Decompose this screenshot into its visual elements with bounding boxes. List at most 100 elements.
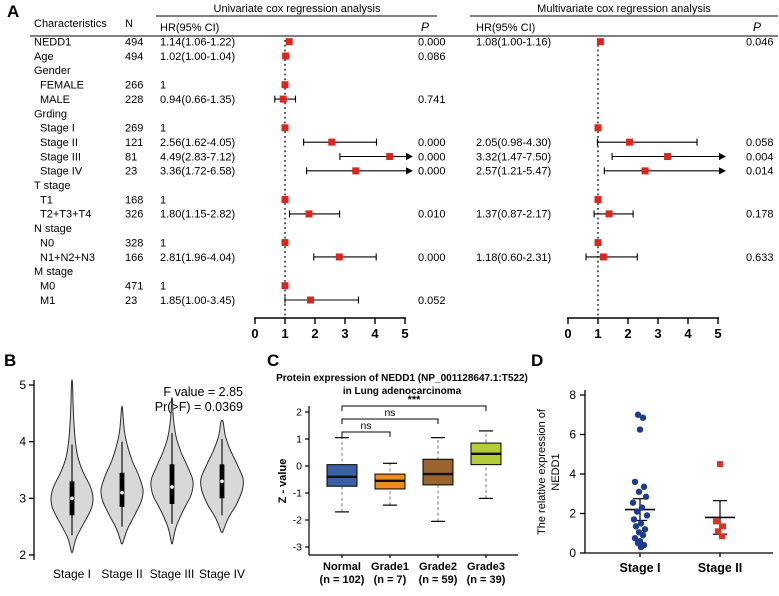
row-n: 81 xyxy=(125,151,137,163)
significance-label: ns xyxy=(360,420,371,432)
hr-marker xyxy=(596,38,604,46)
anova-f-value: F value = 2.85 xyxy=(163,385,243,399)
significance-bracket xyxy=(341,418,439,424)
row-p-value: 0.178 xyxy=(746,209,774,221)
col-header-p-univariate: P xyxy=(421,20,429,34)
violin-median-dot xyxy=(170,485,174,489)
col-header-hr-multivariate: HR(95% CI) xyxy=(476,22,535,34)
data-point xyxy=(635,488,643,495)
row-n: 23 xyxy=(125,166,137,178)
axis-tick-label: 3 xyxy=(654,326,661,341)
axis-tick-label: 1 xyxy=(281,326,288,341)
x-category-label: Grade2 xyxy=(419,561,457,573)
box xyxy=(326,464,358,487)
x-category-label: Stage III xyxy=(150,567,195,581)
data-point xyxy=(632,523,640,530)
row-characteristic: NEDD1 xyxy=(34,37,71,49)
y-tick-label: 6 xyxy=(569,428,576,442)
row-n: 266 xyxy=(125,80,143,92)
hr-marker xyxy=(281,239,289,247)
hr-marker xyxy=(281,81,289,89)
significance-label: *** xyxy=(408,394,422,406)
hr-marker xyxy=(594,196,602,204)
y-tick-label: 2 xyxy=(569,507,576,521)
hr-marker xyxy=(386,153,394,160)
row-hr-ci: 1.80(1.15-2.82) xyxy=(160,209,235,221)
row-p-value: 0.000 xyxy=(418,151,446,163)
multivariate-section-title: Multivariate cox regression analysis xyxy=(537,3,711,15)
row-hr-ci: 1.85(1.00-3.45) xyxy=(160,295,235,307)
violin-median-dot xyxy=(220,479,224,484)
x-category-label: Grade1 xyxy=(371,561,409,573)
panel-a-forest-plot: Univariate cox regression analysis Multiv… xyxy=(30,3,778,341)
hr-marker xyxy=(307,296,314,304)
row-p-value: 0.000 xyxy=(418,252,446,264)
y-tick-label: 4 xyxy=(569,467,576,481)
data-point xyxy=(713,518,719,525)
row-n: 471 xyxy=(125,280,143,292)
row-hr-ci: 3.36(1.72-6.58) xyxy=(160,166,235,178)
hr-marker xyxy=(594,124,602,132)
data-point xyxy=(642,493,650,500)
row-hr-ci: 1.08(1.00-1.16) xyxy=(476,37,551,49)
row-characteristic: FEMALE xyxy=(40,80,84,92)
hr-marker xyxy=(641,167,649,175)
hr-marker xyxy=(285,38,293,46)
row-characteristic: N0 xyxy=(40,237,54,249)
row-characteristic: Grding xyxy=(34,108,67,120)
panel-label-a: A xyxy=(7,2,20,21)
row-characteristic: Stage I xyxy=(40,123,75,135)
row-n: 23 xyxy=(125,295,137,307)
row-hr-ci: 1.18(0.60-2.31) xyxy=(476,252,551,264)
panel-c-box-plot: Protein expression of NEDD1 (NP_00112864… xyxy=(276,373,528,586)
x-category-n: (n = 102) xyxy=(320,574,365,586)
significance-bracket xyxy=(341,431,391,437)
y-tick-label: 4 xyxy=(19,435,26,449)
row-characteristic: T1 xyxy=(40,194,53,206)
ci-arrow xyxy=(406,152,413,161)
row-hr-ci: 1 xyxy=(160,280,166,292)
row-n: 228 xyxy=(125,94,143,106)
y-tick-label: -2 xyxy=(293,515,302,527)
data-point xyxy=(715,528,721,535)
x-category-n: (n = 59) xyxy=(419,574,458,586)
row-characteristic: Age xyxy=(34,51,54,63)
row-characteristic: T2+T3+T4 xyxy=(40,209,91,221)
row-hr-ci: 4.49(2.83-7.12) xyxy=(160,151,235,163)
x-category-n: (n = 39) xyxy=(467,574,506,586)
data-point xyxy=(629,499,637,506)
row-p-value: 0.014 xyxy=(746,166,774,178)
ci-arrow xyxy=(719,167,726,175)
row-n: 166 xyxy=(125,252,143,264)
data-point xyxy=(720,523,726,530)
row-characteristic: N1+N2+N3 xyxy=(40,252,95,264)
row-hr-ci: 1.37(0.87-2.17) xyxy=(476,209,551,221)
significance-bracket xyxy=(341,405,487,411)
data-point xyxy=(630,516,638,523)
chart-title-line2: in Lung adenocarcinoma xyxy=(343,386,462,397)
row-characteristic: M stage xyxy=(34,266,73,278)
axis-tick-label: 0 xyxy=(564,326,571,341)
axis-tick-label: 1 xyxy=(594,326,601,341)
row-hr-ci: 2.05(0.98-4.30) xyxy=(476,137,551,149)
data-point xyxy=(641,526,649,533)
row-p-value: 0.741 xyxy=(418,94,446,106)
col-header-n: N xyxy=(125,18,133,30)
row-n: 494 xyxy=(125,37,143,49)
axis-tick-label: 5 xyxy=(714,326,721,341)
data-point xyxy=(637,520,645,527)
hr-marker xyxy=(305,210,313,218)
data-point xyxy=(643,512,651,519)
data-point xyxy=(637,543,645,551)
panel-label-c: C xyxy=(267,351,280,370)
axis-tick-label: 4 xyxy=(371,326,379,341)
x-category-label: Stage II xyxy=(101,567,142,581)
row-p-value: 0.086 xyxy=(418,51,446,63)
data-point xyxy=(638,504,646,511)
row-hr-ci: 2.57(1.21-5.47) xyxy=(476,166,551,178)
hr-marker xyxy=(281,282,289,290)
row-n: 326 xyxy=(125,209,143,221)
y-tick-label: 5 xyxy=(19,378,26,392)
